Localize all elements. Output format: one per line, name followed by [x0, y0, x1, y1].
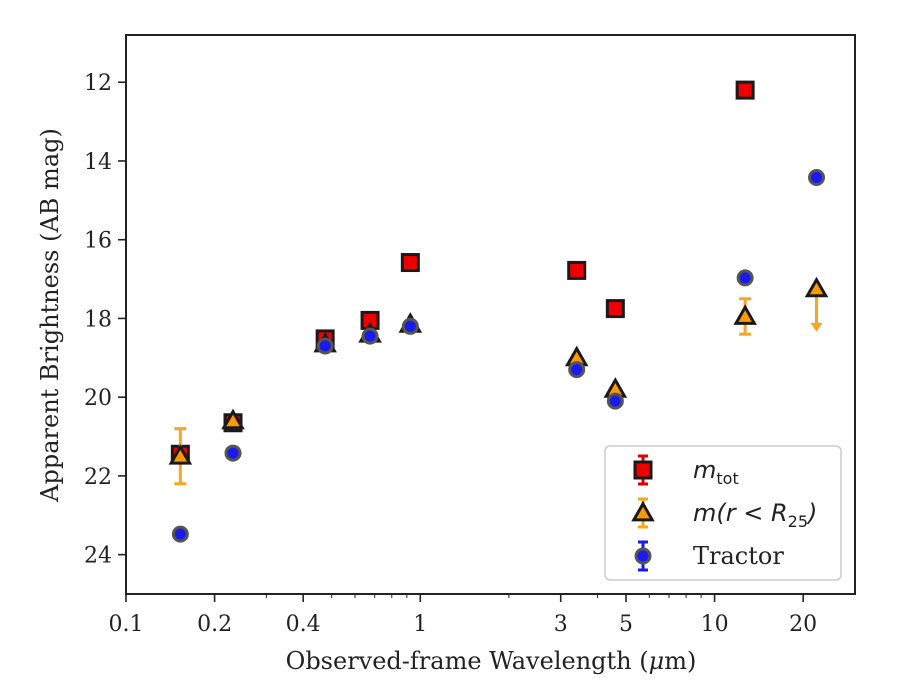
legend-entry-tractor: Tractor: [634, 540, 784, 572]
data-point: [361, 327, 379, 345]
data-point: [804, 276, 829, 298]
x-tick-label: 1: [413, 612, 427, 637]
x-tick-label: 20: [789, 612, 817, 637]
data-point: [605, 299, 625, 319]
y-tick-label: 24: [84, 544, 112, 569]
legend-marker: [633, 460, 653, 480]
series-mtot: [170, 80, 755, 464]
x-axis-label-mu: μ: [649, 647, 665, 675]
legend-marker: [631, 500, 655, 522]
data-point: [401, 317, 419, 335]
data-point: [808, 169, 826, 187]
upper-limit-arrow: [810, 322, 823, 332]
y-tick-label: 22: [84, 465, 112, 490]
data-point: [316, 337, 334, 355]
legend-label: Tractor: [693, 542, 784, 570]
series-mr25: [168, 276, 829, 486]
data-point: [400, 253, 420, 273]
data-point: [221, 408, 245, 430]
x-tick-label: 0.4: [286, 612, 321, 637]
data-point: [224, 444, 242, 462]
data-point: [567, 260, 587, 280]
data-point: [171, 525, 189, 543]
legend: mtot m(r < R25) Tractor: [604, 445, 842, 581]
legend-box: [604, 445, 842, 581]
x-tick-label: 10: [701, 612, 729, 637]
x-tick-label: 5: [619, 612, 633, 637]
plot-area: [168, 80, 829, 543]
y-tick-label: 20: [84, 386, 112, 411]
y-tick-label: 12: [84, 71, 112, 96]
legend-entry-mr25: m(r < R25): [631, 497, 817, 531]
plot-frame: [125, 34, 856, 595]
data-point: [168, 443, 193, 465]
data-point: [736, 269, 754, 287]
y-tick-label: 16: [84, 229, 112, 254]
legend-label: m(r < R25): [693, 499, 817, 531]
x-tick-label: 0.2: [197, 612, 232, 637]
y-axis-label: Apparent Brightness (AB mag): [36, 128, 64, 503]
y-tick-label: 18: [84, 307, 112, 332]
data-point: [733, 304, 757, 325]
x-axis-label: Observed-frame Wavelength (μm): [286, 647, 697, 675]
data-point: [606, 392, 624, 410]
data-point: [735, 80, 755, 100]
x-axis-label-text: Observed-frame Wavelength (: [286, 647, 649, 675]
x-tick-label: 3: [554, 612, 568, 637]
legend-entry-mtot: mtot: [633, 454, 739, 488]
legend-label: mtot: [693, 456, 739, 488]
series-tractor: [171, 169, 826, 543]
data-point: [568, 361, 586, 379]
x-axis-label-unit: m): [664, 647, 696, 675]
y-tick-label: 14: [84, 150, 112, 175]
x-tick-label: 0.1: [109, 612, 144, 637]
axes: 0.1 0.2 0.4 1 3 5 10 20 12 14 16 18 20 22 24: [84, 34, 856, 637]
legend-marker: [634, 547, 652, 565]
